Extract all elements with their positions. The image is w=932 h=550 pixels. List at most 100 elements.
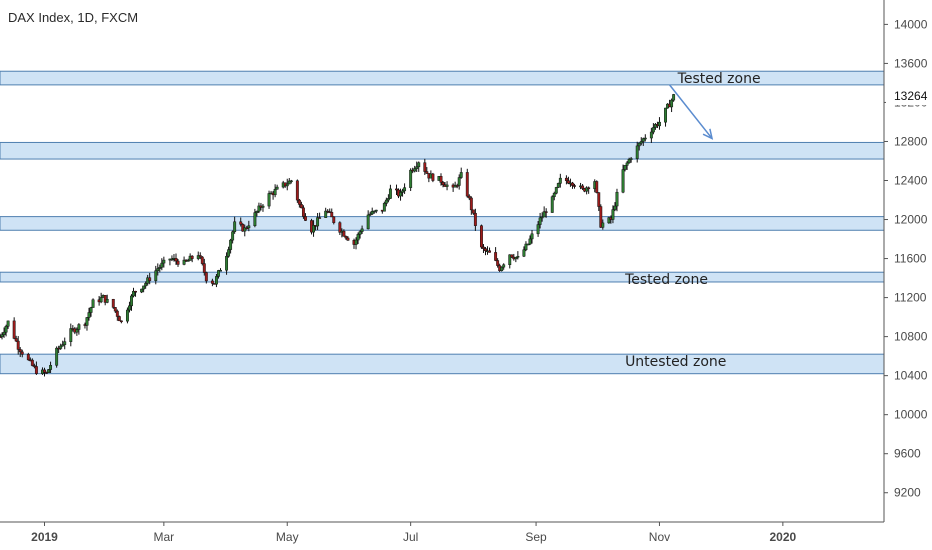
candle-body: [342, 230, 346, 237]
candle-body: [641, 138, 645, 142]
candle-body: [75, 329, 79, 333]
candle-body: [354, 239, 358, 245]
candle-body: [111, 298, 115, 308]
candle-body: [658, 121, 661, 127]
candle-body: [117, 316, 121, 322]
price-tick-label: 14000: [894, 17, 928, 31]
candle-body: [599, 206, 603, 228]
candle-body: [370, 211, 374, 215]
candle-body: [601, 222, 605, 228]
candle-body: [627, 159, 631, 164]
candle-body: [47, 369, 50, 373]
candle-body: [59, 345, 63, 349]
candle-body: [0, 336, 2, 338]
arrow-layer: [668, 84, 714, 140]
candle-body: [174, 257, 178, 262]
candle-body: [14, 338, 18, 342]
candle-body: [473, 212, 477, 226]
candle-body: [358, 231, 362, 235]
candle-body: [128, 305, 131, 311]
candle-body: [273, 188, 277, 196]
candle-body: [457, 177, 461, 186]
candle-body: [12, 320, 16, 339]
candle-body: [524, 243, 528, 251]
candle-body: [556, 183, 560, 188]
candle-body: [125, 309, 129, 322]
candle-body: [130, 295, 133, 307]
price-tick-label: 10800: [894, 330, 928, 344]
time-tick-label: Sep: [525, 530, 547, 544]
candle-body: [366, 214, 370, 230]
candle-body: [516, 255, 520, 258]
candle-body: [508, 254, 512, 265]
candle-body: [459, 172, 463, 178]
candle-body: [148, 277, 152, 281]
candle-body: [639, 141, 643, 144]
candle-body: [4, 325, 8, 333]
candle-body: [253, 212, 257, 227]
candle-body: [285, 183, 289, 187]
candle-body: [156, 268, 160, 272]
candle-body: [304, 216, 307, 221]
candle-body: [247, 225, 251, 229]
candle-body: [176, 260, 180, 265]
candle-body: [63, 341, 67, 345]
candle-body: [413, 168, 417, 172]
candle-body: [621, 169, 625, 193]
candle-body: [445, 184, 449, 187]
candle-body: [142, 285, 146, 290]
candle-body: [550, 196, 554, 213]
candle-body: [544, 211, 548, 213]
price-axis[interactable]: 1400013600132001280012400120001160011200…: [883, 0, 932, 522]
time-tick-label: 2019: [31, 530, 58, 544]
zones-layer: [0, 70, 885, 375]
candle-body: [368, 213, 372, 216]
zone-label-0: Tested zone: [677, 71, 761, 87]
candle-body: [615, 191, 619, 207]
candle-body: [423, 162, 427, 172]
candle-body: [26, 354, 30, 361]
zone-1: [0, 141, 885, 160]
candle-body: [115, 310, 119, 317]
candle-body: [502, 264, 506, 268]
time-tick-label: Jul: [403, 530, 418, 544]
candle-body: [611, 209, 615, 220]
candle-body: [297, 199, 301, 205]
price-tick-label: 11200: [894, 291, 927, 305]
candle-body: [105, 298, 109, 303]
candle-body: [344, 236, 348, 239]
price-tick-label: 9600: [894, 447, 921, 461]
candle-body: [134, 290, 137, 293]
candle-body: [144, 283, 148, 287]
candle-body: [20, 351, 24, 355]
candle-body: [89, 307, 93, 313]
candle-body: [275, 186, 279, 190]
candle-body: [233, 221, 237, 233]
candle-body: [190, 255, 194, 259]
candle-body: [384, 199, 388, 204]
zone-labels-layer: Tested zone Tested zone Untested zone: [624, 71, 761, 370]
candle-body: [399, 192, 402, 197]
candle-body: [439, 176, 443, 183]
candle-body: [225, 255, 229, 271]
chart-title: DAX Index, 1D, FXCM: [8, 10, 138, 25]
time-tick-label: Nov: [649, 530, 670, 544]
candle-body: [158, 267, 162, 269]
candle-body: [670, 99, 674, 108]
candle-body: [651, 127, 655, 133]
candle-body: [99, 297, 103, 303]
time-tick-label: Mar: [154, 530, 175, 544]
zone-2: [0, 216, 885, 231]
candle-body: [431, 173, 435, 181]
candle-body: [261, 205, 265, 208]
candle-body: [289, 180, 293, 183]
time-axis[interactable]: 2019 Mar May Jul Sep Nov 2020: [0, 521, 884, 544]
candle-body: [113, 307, 117, 312]
candle-body: [316, 217, 320, 227]
arrow-head: [702, 128, 714, 140]
candle-body: [469, 197, 473, 211]
candle-body: [202, 263, 206, 273]
candle-body: [30, 359, 34, 366]
candle-body: [395, 188, 398, 191]
